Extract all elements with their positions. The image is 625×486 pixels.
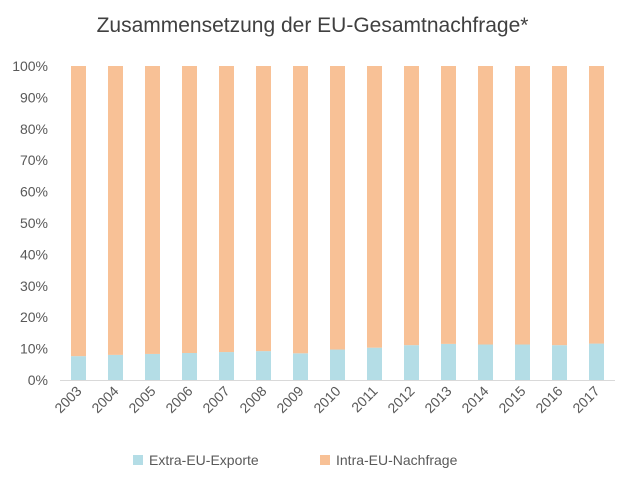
bar-extra-2010 [330,349,345,380]
bar-intra-2009 [293,66,308,354]
x-tick-label-2005: 2005 [125,383,158,416]
chart-title: Zusammensetzung der EU-Gesamtnachfrage* [96,14,529,37]
bar-intra-2015 [515,66,530,345]
y-tick-label: 70% [20,152,48,168]
bar-extra-2016 [552,345,567,380]
x-tick-label-2015: 2015 [495,383,528,416]
bar-intra-2008 [256,66,271,352]
bar-extra-2014 [478,344,493,380]
bar-intra-2007 [219,66,234,353]
bar-intra-2017 [589,66,604,344]
y-axis-ticks: 0% 10% 20% 30% 40% 50% 60% 70% 80% 90% 100% [12,58,48,388]
bar-extra-2012 [404,345,419,380]
x-tick-label-2014: 2014 [458,383,491,416]
x-tick-label-2009: 2009 [273,383,306,416]
y-tick-label: 100% [12,58,48,74]
y-tick-label: 30% [20,278,48,294]
x-tick-label-2013: 2013 [421,383,454,416]
bar-intra-2004 [108,66,123,355]
bar-extra-2015 [515,344,530,380]
bar-extra-2003 [71,356,86,380]
bar-intra-2003 [71,66,86,357]
bar-intra-2012 [404,66,419,346]
y-tick-label: 90% [20,89,48,105]
legend-swatch-intra [320,455,330,465]
x-tick-label-2004: 2004 [88,383,121,416]
bar-extra-2006 [182,353,197,380]
bar-intra-2005 [145,66,160,354]
x-tick-label-2011: 2011 [348,383,381,416]
x-tick-label-2003: 2003 [51,383,84,416]
x-tick-label-2010: 2010 [310,383,343,416]
bar-extra-2009 [293,353,308,380]
bar-intra-2014 [478,66,493,345]
x-tick-label-2006: 2006 [162,383,195,416]
legend-label-extra: Extra-EU-Exporte [149,452,259,468]
x-tick-label-2016: 2016 [532,383,565,416]
y-tick-label: 10% [20,341,48,357]
bars-layer [71,66,604,380]
bar-extra-2017 [589,343,604,380]
bar-extra-2008 [256,351,271,380]
x-tick-label-2017: 2017 [569,383,602,416]
y-tick-label: 60% [20,184,48,200]
legend: Extra-EU-Exporte Intra-EU-Nachfrage [133,452,458,468]
bar-extra-2007 [219,352,234,380]
bar-intra-2013 [441,66,456,344]
bar-intra-2006 [182,66,197,353]
y-tick-label: 80% [20,121,48,137]
x-tick-label-2008: 2008 [236,383,269,416]
x-tick-label-2012: 2012 [384,383,417,416]
bar-intra-2016 [552,66,567,346]
bar-intra-2011 [367,66,382,348]
x-tick-label-2007: 2007 [199,383,232,416]
legend-swatch-extra [133,455,143,465]
y-tick-label: 20% [20,309,48,325]
y-tick-label: 0% [28,372,48,388]
bar-extra-2013 [441,343,456,380]
bar-intra-2010 [330,66,345,350]
bar-extra-2011 [367,347,382,380]
bar-extra-2004 [108,354,123,380]
x-axis-ticks: 2003 2004 2005 2006 2007 2008 2009 2010 2011 2012… [51,383,602,416]
y-tick-label: 40% [20,246,48,262]
y-tick-label: 50% [20,215,48,231]
bar-extra-2005 [145,353,160,380]
legend-label-intra: Intra-EU-Nachfrage [336,452,458,468]
